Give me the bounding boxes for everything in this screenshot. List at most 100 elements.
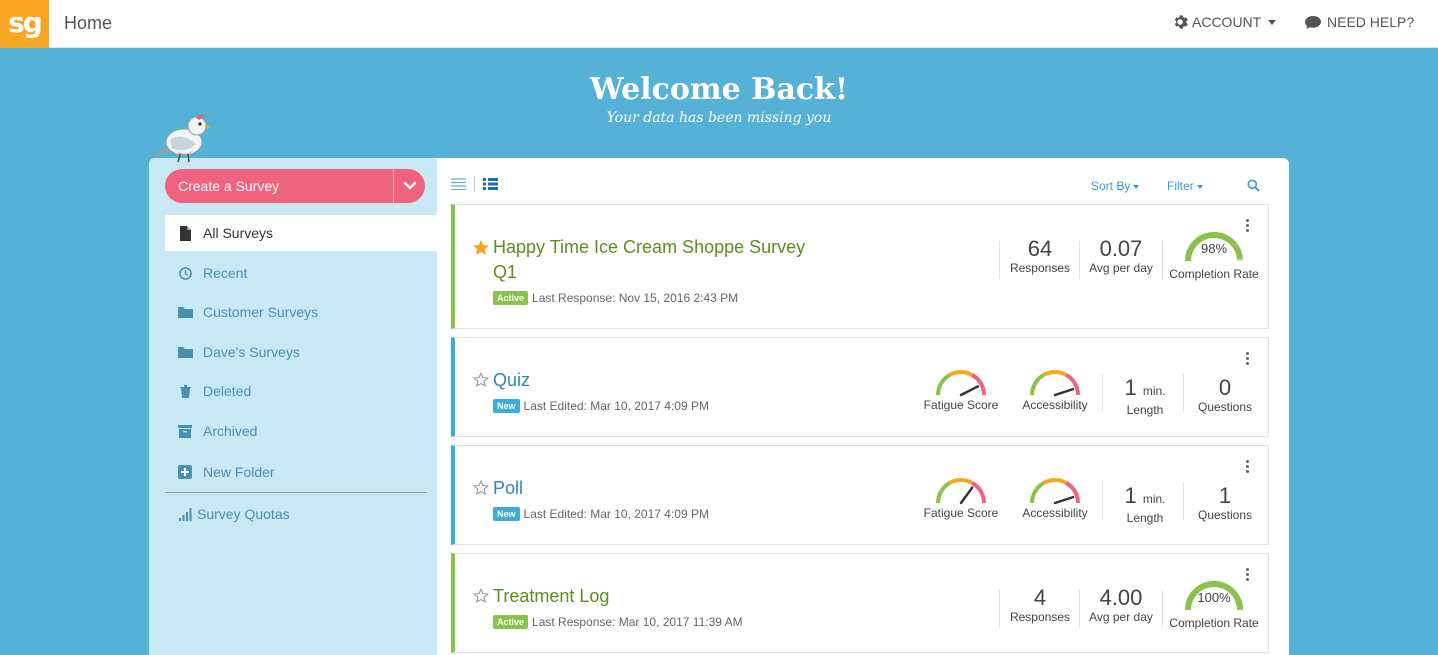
accessibility-label: Accessibility <box>1022 398 1088 412</box>
stat-divider <box>1079 241 1080 279</box>
accessibility-label: Accessibility <box>1022 506 1088 520</box>
dial-needle <box>959 486 974 505</box>
surveygizmo-logo[interactable]: sg <box>0 0 49 48</box>
sidebar-item-recent[interactable]: Recent <box>165 255 437 291</box>
page-title: Home <box>64 13 113 33</box>
sidebar-item-deleted[interactable]: Deleted <box>165 373 437 409</box>
detailed-list-view-icon[interactable] <box>483 178 498 190</box>
top-bar: sg Home ACCOUNT NEED HELP? <box>0 0 1438 48</box>
sort-by-dropdown[interactable]: Sort By <box>1091 179 1140 193</box>
dial-segment <box>1042 370 1068 377</box>
dial-segment <box>1065 481 1080 504</box>
survey-meta: New Last Edited: Mar 10, 2017 4:09 PM <box>493 507 709 521</box>
dial-segment <box>971 481 986 504</box>
sidebar-item-label: Customer Surveys <box>203 304 319 320</box>
survey-title[interactable]: Quiz <box>493 370 531 390</box>
questions-stat: 1 Questions <box>1197 483 1253 523</box>
need-help-label: NEED HELP? <box>1327 14 1415 30</box>
view-separator <box>474 176 475 192</box>
view-toggle <box>451 176 498 192</box>
clock-icon <box>177 265 193 281</box>
star-outline-icon[interactable] <box>473 588 489 603</box>
questions-stat: 0 Questions <box>1197 375 1253 415</box>
stat-divider <box>999 590 1000 628</box>
fatigue-gauge <box>936 478 986 505</box>
more-options-icon[interactable] <box>1246 352 1250 367</box>
length-stat: 1 min. Length <box>1124 483 1166 526</box>
trash-icon <box>177 383 193 399</box>
caret-down-icon <box>1268 19 1277 25</box>
star-outline-icon[interactable] <box>473 372 489 387</box>
avg-per-day-stat: 4.00 Avg per day <box>1089 585 1153 625</box>
accessibility-gauge <box>1030 370 1080 397</box>
more-options-icon[interactable] <box>1246 568 1250 583</box>
account-menu-button[interactable]: ACCOUNT <box>1172 14 1277 30</box>
dial-needle <box>959 385 980 397</box>
star-filled-icon[interactable] <box>473 240 489 255</box>
completion-rate-label: Completion Rate <box>1169 616 1259 630</box>
sidebar-item-customer-surveys[interactable]: Customer Surveys <box>165 294 437 330</box>
accessibility-gauge <box>1030 478 1080 505</box>
fatigue-score-stat: Fatigue Score <box>921 474 1001 520</box>
compact-list-view-icon[interactable] <box>451 178 466 190</box>
last-response: Last Response: Nov 15, 2016 2:43 PM <box>532 291 739 305</box>
create-survey-dropdown-toggle[interactable] <box>393 169 425 203</box>
responses-stat: 4 Responses <box>1009 585 1071 625</box>
status-badge: Active <box>493 615 529 629</box>
welcome-subtitle: Your data has been missing you <box>606 110 832 126</box>
search-icon[interactable] <box>1247 179 1260 192</box>
last-response: Last Response: Mar 10, 2017 11:39 AM <box>532 615 743 629</box>
dial-segment <box>1030 373 1045 396</box>
sidebar-item-daves-surveys[interactable]: Dave's Surveys <box>165 334 437 370</box>
more-options-icon[interactable] <box>1246 460 1250 475</box>
folder-icon <box>177 304 193 320</box>
more-options-icon[interactable] <box>1246 219 1250 234</box>
document-icon <box>177 225 193 241</box>
status-badge: Active <box>493 291 529 305</box>
filter-label: Filter <box>1167 179 1194 193</box>
responses-stat: 64 Responses <box>1009 236 1071 276</box>
survey-title[interactable]: Treatment Log <box>493 586 610 606</box>
chevron-down-icon <box>403 181 417 190</box>
need-help-button[interactable]: NEED HELP? <box>1304 14 1414 30</box>
filter-dropdown[interactable]: Filter <box>1167 179 1203 193</box>
sidebar-item-archived[interactable]: Archived <box>165 413 437 449</box>
survey-card-treatment-log[interactable]: Treatment Log Active Last Response: Mar 1… <box>451 553 1269 653</box>
survey-title[interactable]: Happy Time Ice Cream Shoppe Survey Q1 <box>493 237 806 282</box>
completion-gauge <box>1185 232 1243 262</box>
dial-segment <box>1065 373 1080 396</box>
status-badge: New <box>493 507 520 521</box>
sidebar-item-label: All Surveys <box>203 225 274 241</box>
plus-square-icon <box>177 464 193 480</box>
stat-divider <box>1079 590 1080 628</box>
status-badge: New <box>493 399 520 413</box>
sidebar-item-all-surveys[interactable]: All Surveys <box>165 215 437 251</box>
sidebar-item-survey-quotas[interactable]: Survey Quotas <box>165 496 437 532</box>
completion-rate-value: 98% <box>1200 241 1228 256</box>
bird-mascot-icon <box>152 114 211 163</box>
sidebar-item-label: Recent <box>203 265 248 281</box>
completion-gauge <box>1185 580 1243 611</box>
survey-card-happy-time[interactable]: Happy Time Ice Cream Shoppe Survey Q1 Act… <box>451 204 1269 329</box>
stat-divider <box>1183 482 1184 520</box>
speech-bubble-icon <box>1305 15 1321 29</box>
survey-meta: New Last Edited: Mar 10, 2017 4:09 PM <box>493 399 709 413</box>
sidebar-item-new-folder[interactable]: New Folder <box>165 454 437 490</box>
completion-rate-label: Completion Rate <box>1169 267 1259 281</box>
account-label: ACCOUNT <box>1192 14 1262 30</box>
dial-segment <box>936 373 951 396</box>
dial-segment <box>1030 481 1045 504</box>
dial-segment <box>971 373 986 396</box>
survey-card-quiz[interactable]: Quiz New Last Edited: Mar 10, 2017 4:09 P… <box>451 337 1269 437</box>
sidebar-item-label: Deleted <box>203 383 252 399</box>
star-outline-icon[interactable] <box>473 480 489 495</box>
survey-title[interactable]: Poll <box>493 478 524 498</box>
avg-per-day-stat: 0.07 Avg per day <box>1089 236 1153 276</box>
sidebar-item-label: Survey Quotas <box>197 506 290 522</box>
last-edited: Last Edited: Mar 10, 2017 4:09 PM <box>523 507 709 521</box>
survey-card-poll[interactable]: Poll New Last Edited: Mar 10, 2017 4:09 P… <box>451 445 1269 545</box>
last-edited: Last Edited: Mar 10, 2017 4:09 PM <box>523 399 709 413</box>
create-survey-button[interactable]: Create a Survey <box>165 169 425 203</box>
gauge-fill <box>1185 580 1243 611</box>
survey-meta: Active Last Response: Mar 10, 2017 11:39 … <box>493 615 743 629</box>
